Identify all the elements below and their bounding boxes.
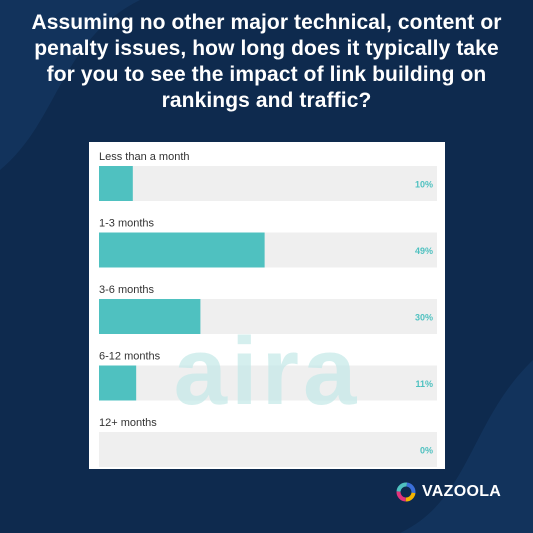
category-label: 6-12 months xyxy=(99,351,161,363)
vazoola-ring-logo-icon xyxy=(396,482,416,502)
category-label: 12+ months xyxy=(99,417,157,429)
aira-watermark: aira xyxy=(174,318,361,425)
value-label: 49% xyxy=(415,246,433,256)
value-label: 10% xyxy=(415,180,433,190)
brand-name: VAZOOLA xyxy=(422,483,502,500)
value-label: 0% xyxy=(420,446,433,456)
bar-track xyxy=(99,365,437,401)
bar xyxy=(99,299,201,334)
chart-title: Assuming no other major technical, conte… xyxy=(31,11,502,112)
category-label: 1-3 months xyxy=(99,218,155,230)
bar-track xyxy=(99,432,437,467)
vazoola-brand: VAZOOLA xyxy=(395,481,501,503)
bar xyxy=(99,232,265,268)
chart-card: Less than a month 10% 1-3 months 49% 3-6 mon… xyxy=(89,142,445,469)
bar-chart: Less than a month 10% 1-3 months 49% 3-6 mon… xyxy=(99,151,437,467)
bar-track xyxy=(99,166,437,201)
category-label: 3-6 months xyxy=(99,284,155,296)
bar xyxy=(99,365,137,401)
value-label: 11% xyxy=(415,379,433,389)
bar xyxy=(99,166,133,201)
value-label: 30% xyxy=(415,313,433,323)
category-label: Less than a month xyxy=(99,151,190,163)
